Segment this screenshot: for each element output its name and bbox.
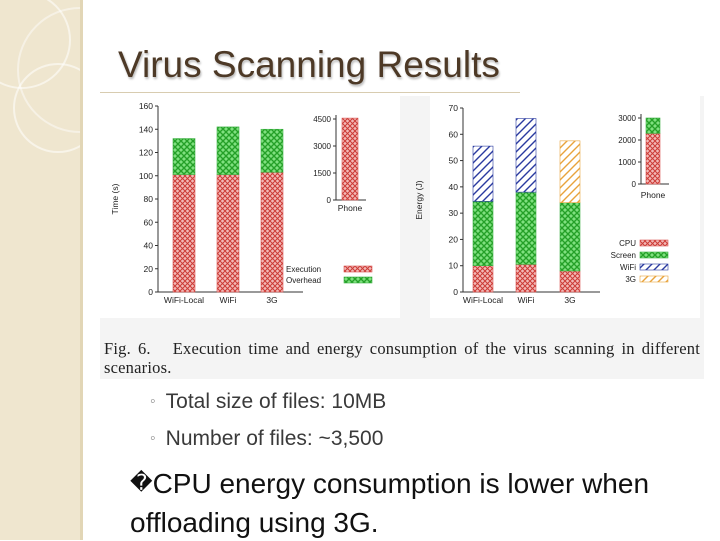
y-tick-label: 140 — [139, 124, 153, 134]
main-bullet-text: CPU energy consumption is lower when off… — [130, 468, 650, 538]
inset-y-tick-label: 0 — [632, 180, 637, 189]
y-tick-label: 20 — [449, 234, 459, 244]
inset-y-tick-label: 2000 — [618, 136, 636, 145]
y-tick-label: 0 — [148, 287, 153, 297]
main-bullet: �CPU energy consumption is lower when of… — [130, 466, 700, 541]
x-tick-label: WiFi — [518, 295, 535, 305]
inset-x-tick-label: Phone — [641, 190, 666, 200]
bar-segment — [515, 264, 537, 293]
bar-segment — [172, 174, 196, 293]
sub-bullet-text: Number of files: ~3,500 — [165, 427, 384, 450]
inset-y-tick-label: 3000 — [313, 142, 331, 151]
bar-segment — [559, 202, 581, 272]
inset-y-tick-label: 0 — [327, 196, 332, 205]
bar-segment — [260, 128, 284, 173]
x-tick-label: WiFi-Local — [463, 295, 503, 305]
inset-y-tick-label: 1000 — [618, 158, 636, 167]
sub-bullet-item: ◦ Number of files: ~3,500 — [150, 427, 383, 451]
y-tick-label: 120 — [139, 148, 153, 158]
bar-segment — [559, 270, 581, 293]
y-tick-label: 80 — [144, 194, 154, 204]
sub-bullet-marker: ◦ — [150, 393, 156, 410]
figure-image: 0 20 40 60 80 100 120 140 160 Time (s) WiFi-Local W… — [100, 96, 704, 379]
decorative-sidebar — [0, 0, 80, 540]
x-tick-label: WiFi-Local — [164, 295, 204, 305]
x-tick-label: 3G — [564, 295, 575, 305]
bar-segment — [515, 191, 537, 265]
x-tick-label: WiFi — [220, 295, 237, 305]
figure-caption-label: Fig. 6. — [104, 339, 151, 358]
sub-bullet-item: ◦ Total size of files: 10MB — [150, 390, 386, 414]
sub-bullet-text: Total size of files: 10MB — [165, 390, 387, 413]
y-tick-label: 70 — [449, 103, 459, 113]
bar-segment — [472, 145, 494, 202]
y-tick-label: 40 — [449, 182, 459, 192]
inset-bar-segment — [341, 117, 359, 201]
bar-segment — [172, 138, 196, 175]
legend-label: Execution — [286, 265, 321, 274]
main-bullet-marker: � — [130, 471, 153, 496]
figure-caption-text: Execution time and energy consumption of… — [104, 339, 700, 377]
legend-swatch — [639, 251, 669, 259]
y-tick-label: 100 — [139, 171, 153, 181]
bar-segment — [472, 265, 494, 293]
sidebar-circles-decoration — [0, 0, 80, 153]
inset-bar-segment — [645, 133, 661, 185]
y-tick-label: 10 — [449, 261, 459, 271]
slide-title: Virus Scanning Results — [118, 44, 500, 85]
bar-segment — [260, 171, 284, 293]
bar-segment — [216, 174, 240, 293]
legend-label: 3G — [625, 275, 636, 284]
y-tick-label: 30 — [449, 208, 459, 218]
figure-caption: Fig. 6. Execution time and energy consump… — [104, 339, 700, 377]
bar-segment — [559, 140, 581, 203]
y-tick-label: 60 — [144, 217, 154, 227]
x-tick-label: 3G — [266, 295, 277, 305]
legend-swatch — [343, 276, 373, 284]
inset-y-tick-label: 4500 — [313, 115, 331, 124]
inset-y-tick-label: 1500 — [313, 169, 331, 178]
bar-segment — [216, 126, 240, 175]
legend-swatch — [639, 275, 669, 283]
inset-x-tick-label: Phone — [338, 203, 363, 213]
legend-label: Overhead — [286, 276, 321, 285]
legend-swatch — [343, 265, 373, 273]
y-tick-label: 20 — [144, 264, 154, 274]
y-axis-label: Energy (J) — [414, 180, 424, 219]
bar-segment — [515, 118, 537, 193]
y-tick-label: 60 — [449, 129, 459, 139]
legend-swatch — [639, 239, 669, 247]
title-divider — [100, 92, 520, 93]
legend-swatch — [639, 263, 669, 271]
legend-label: Screen — [611, 251, 636, 260]
legend-label: CPU — [619, 239, 636, 248]
inset-y-tick-label: 3000 — [618, 114, 636, 123]
sidebar-edge — [80, 0, 83, 540]
bar-segment — [472, 201, 494, 267]
y-tick-label: 0 — [453, 287, 458, 297]
y-tick-label: 50 — [449, 156, 459, 166]
y-tick-label: 40 — [144, 241, 154, 251]
legend-label: WiFi — [620, 263, 636, 272]
sub-bullet-marker: ◦ — [150, 430, 156, 447]
y-axis-label: Time (s) — [110, 183, 120, 214]
inset-bar-segment — [645, 117, 661, 134]
y-tick-label: 160 — [139, 101, 153, 111]
